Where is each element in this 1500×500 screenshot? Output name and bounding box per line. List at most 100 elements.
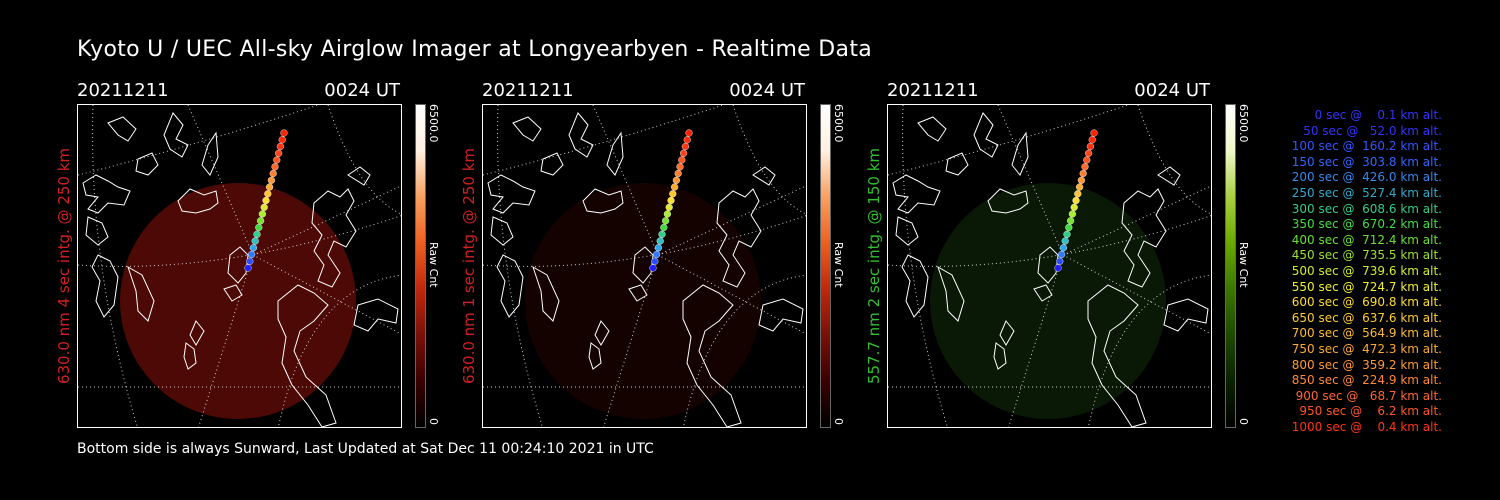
trajectory-point	[685, 129, 693, 137]
geo-grid-line	[657, 254, 806, 335]
coastline	[490, 216, 514, 246]
coastline	[752, 166, 776, 186]
coastline	[1033, 284, 1053, 302]
coastline	[540, 152, 564, 176]
trajectory-point	[676, 163, 684, 171]
geo-grid-line	[1008, 254, 1064, 427]
coastline	[1163, 298, 1209, 332]
colorbar-max: 6500.0	[832, 104, 845, 143]
geo-grid-line	[592, 105, 659, 256]
legend-row: 150 sec @ 303.8 km alt.	[1287, 154, 1442, 169]
geo-grid-line	[327, 105, 401, 215]
trajectory-point	[258, 210, 267, 218]
allsky-image	[482, 104, 807, 428]
trajectory-point	[1063, 230, 1071, 238]
coastline	[512, 116, 542, 142]
coastline	[901, 254, 929, 318]
trajectory-point	[266, 183, 274, 191]
trajectory-point	[683, 136, 691, 144]
coastline	[606, 131, 624, 176]
trajectory-point	[669, 190, 677, 198]
geo-grid-line	[187, 105, 254, 256]
trajectory-point	[1074, 190, 1082, 198]
legend-row: 750 sec @ 472.3 km alt.	[1287, 341, 1442, 356]
geo-grid-line	[252, 254, 401, 335]
coastline	[1157, 166, 1181, 186]
colorbar-unit: Raw Cnt	[832, 242, 845, 288]
trajectory-point	[672, 176, 681, 184]
coastline	[183, 342, 197, 370]
trajectory-point	[667, 196, 675, 205]
trajectory-point	[249, 244, 258, 252]
legend-row: 0 sec @ 0.1 km alt.	[1303, 108, 1442, 122]
trajectory-point	[681, 142, 690, 151]
geo-grid-line	[198, 254, 254, 427]
legend-row: 100 sec @ 160.2 km alt.	[1287, 139, 1442, 154]
trajectory-point	[264, 190, 272, 198]
trajectory-point	[267, 176, 276, 184]
trajectory-point	[257, 217, 265, 225]
trajectory-point	[660, 223, 668, 232]
trajectory-point	[649, 264, 657, 272]
coastline	[1121, 188, 1167, 288]
trajectory-point	[1072, 196, 1080, 205]
coastline	[628, 284, 648, 302]
panel-wavelength-label: 557.7 nm 2 sec intg. @ 150 km	[865, 147, 883, 385]
coastline	[993, 342, 1007, 370]
legend-row: 600 sec @ 690.8 km alt.	[1287, 295, 1442, 310]
trajectory-point	[653, 250, 661, 259]
trajectory-point	[1079, 169, 1087, 178]
trajectory-point	[662, 217, 670, 225]
colorbar	[415, 104, 426, 428]
trajectory-point	[1088, 136, 1096, 144]
coastline	[999, 320, 1015, 346]
coastline	[532, 265, 560, 322]
geo-grid-line	[997, 105, 1064, 256]
coastline	[107, 116, 137, 142]
trajectory-point	[273, 156, 281, 164]
panel-wavelength-label: 630.0 nm 4 sec intg. @ 250 km	[55, 147, 73, 385]
legend-row: 900 sec @ 68.7 km alt.	[1291, 388, 1442, 403]
trajectory-point	[1077, 176, 1086, 184]
trajectory-point	[269, 169, 277, 178]
geo-grid-line	[483, 215, 806, 267]
trajectory-point	[1086, 142, 1095, 151]
coastline	[937, 265, 965, 322]
coastline	[85, 216, 109, 246]
coastline	[682, 284, 742, 427]
panel-wavelength-label: 630.0 nm 1 sec intg. @ 250 km	[460, 147, 478, 385]
colorbar-max: 6500.0	[427, 104, 440, 143]
legend-row: 50 sec @ 52.0 km alt.	[1295, 123, 1442, 138]
trajectory-point	[1085, 149, 1093, 157]
coastline	[716, 188, 762, 288]
trajectory-point	[1083, 156, 1091, 164]
legend-row: 650 sec @ 637.6 km alt.	[1287, 310, 1442, 325]
colorbar-unit: Raw Cnt	[1237, 242, 1250, 288]
coastline	[82, 174, 131, 214]
trajectory-point	[1081, 163, 1089, 171]
panel-date: 20211211	[77, 80, 169, 101]
trajectory-point	[262, 196, 270, 205]
coastline	[758, 298, 804, 332]
legend-row: 200 sec @ 426.0 km alt.	[1287, 170, 1442, 185]
legend-row: 700 sec @ 564.9 km alt.	[1287, 326, 1442, 341]
map-canvas	[483, 105, 806, 427]
trajectory-point	[1090, 129, 1098, 137]
coastline	[177, 188, 219, 214]
geo-grid-line	[483, 105, 724, 176]
legend-row: 1000 sec @ 0.4 km alt.	[1291, 419, 1442, 434]
legend-row: 250 sec @ 527.4 km alt.	[1287, 185, 1442, 200]
trajectory-point	[651, 257, 659, 265]
panel-time: 0024 UT	[1134, 80, 1210, 101]
trajectory-point	[251, 237, 259, 245]
geo-grid-line	[78, 105, 319, 176]
legend-row: 500 sec @ 739.6 km alt.	[1287, 263, 1442, 278]
trajectory-point	[276, 142, 285, 151]
trajectory-point	[1054, 264, 1062, 272]
coastline	[892, 174, 941, 214]
panel-date: 20211211	[887, 80, 979, 101]
coastline	[632, 246, 654, 284]
coastline	[496, 254, 524, 318]
trajectory-point	[271, 163, 279, 171]
coastline	[127, 265, 155, 322]
